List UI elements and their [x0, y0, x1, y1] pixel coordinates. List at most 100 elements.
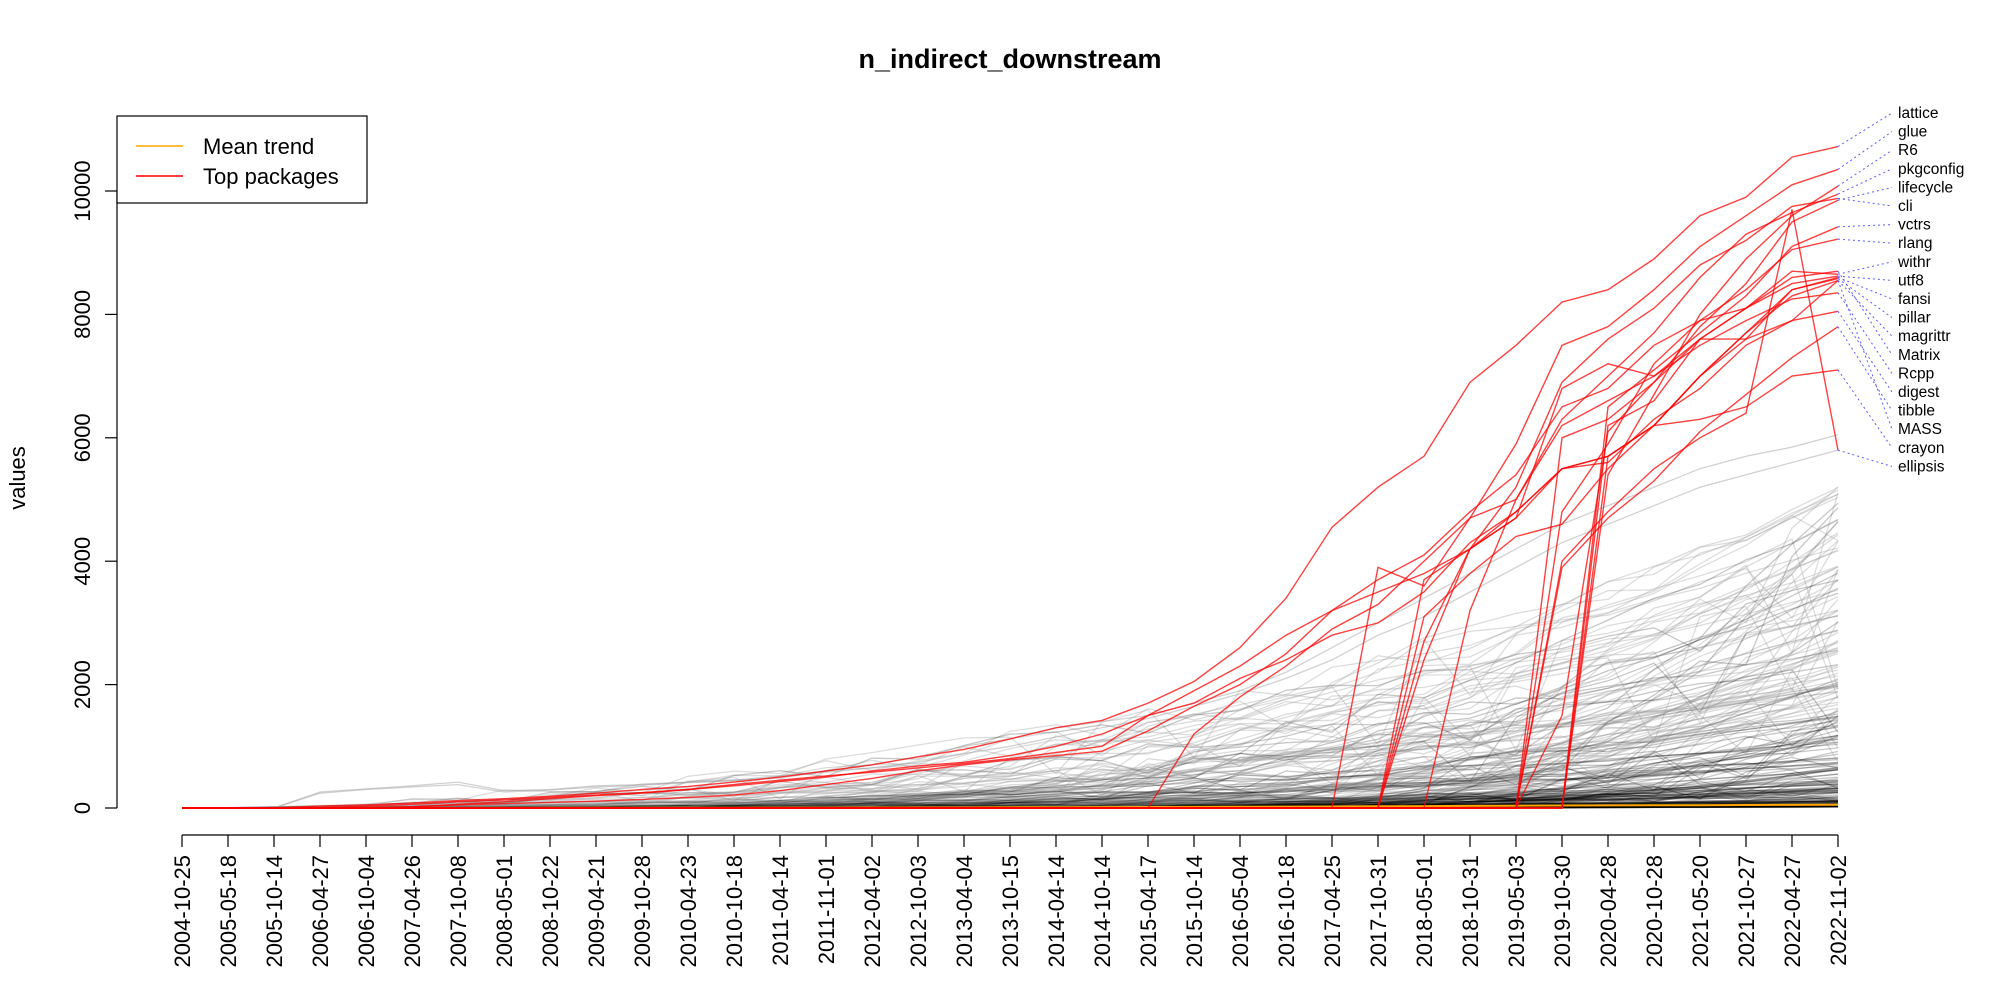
x-tick-label: 2015-04-17: [1136, 855, 1161, 968]
label-connector: [1837, 449, 1893, 467]
series-label-mass: MASS: [1898, 421, 1942, 438]
x-tick-label: 2018-05-01: [1412, 855, 1437, 968]
series-label-lattice: lattice: [1898, 105, 1939, 122]
y-axis-label: values: [5, 446, 30, 510]
label-connector: [1837, 275, 1893, 281]
background-series-line: [182, 741, 1839, 809]
y-tick-label: 6000: [70, 413, 95, 462]
y-tick-label: 4000: [70, 537, 95, 586]
y-tick-label: 0: [70, 802, 95, 814]
legend-mean-label: Mean trend: [203, 134, 314, 159]
label-connector: [1837, 112, 1893, 148]
x-tick-label: 2017-04-25: [1320, 855, 1345, 968]
x-tick-label: 2005-10-14: [262, 855, 287, 968]
x-tick-label: 2012-10-03: [906, 855, 931, 968]
background-series-line: [182, 701, 1839, 809]
x-tick-label: 2006-04-27: [308, 855, 333, 968]
x-tick-label: 2022-04-27: [1780, 855, 1805, 968]
x-tick-label: 2007-10-08: [446, 855, 471, 968]
x-tick-label: 2022-11-02: [1826, 855, 1851, 966]
x-tick-label: 2021-05-20: [1688, 855, 1713, 968]
label-connector: [1837, 292, 1893, 374]
x-tick-label: 2004-10-25: [170, 855, 195, 968]
series-label-fansi: fansi: [1898, 291, 1931, 308]
x-tick-label: 2020-04-28: [1596, 855, 1621, 968]
background-series-line: [182, 757, 1839, 809]
label-connector: [1837, 326, 1893, 411]
series-label-r6: R6: [1898, 142, 1918, 159]
x-tick-label: 2018-10-31: [1458, 855, 1483, 968]
background-series-line: [182, 685, 1839, 809]
label-connector: [1837, 369, 1893, 449]
x-tick-label: 2013-10-15: [998, 855, 1023, 968]
top-package-lines: [182, 145, 1839, 809]
series-label-rlang: rlang: [1898, 235, 1932, 252]
x-tick-label: 2008-10-22: [538, 855, 563, 968]
series-label-rcpp: Rcpp: [1898, 365, 1934, 382]
y-tick-label: 10000: [70, 160, 95, 221]
x-tick-label: 2009-10-28: [630, 855, 655, 968]
background-series-line: [182, 449, 1839, 809]
x-tick-label: 2010-04-23: [676, 855, 701, 968]
series-line-ellipsis: [182, 209, 1839, 809]
series-line-mass: [182, 279, 1839, 809]
series-label-withr: withr: [1897, 254, 1931, 271]
x-tick-label: 2016-05-04: [1228, 855, 1253, 968]
label-connector: [1837, 186, 1893, 201]
legend: Mean trend Top packages: [116, 115, 368, 204]
label-connector: [1837, 131, 1893, 170]
x-tick-label: 2017-10-31: [1366, 855, 1391, 968]
label-connector: [1837, 261, 1893, 275]
series-label-utf8: utf8: [1898, 272, 1924, 289]
x-tick-label: 2011-11-01: [814, 855, 839, 964]
chart-title: n_indirect_downstream: [858, 44, 1161, 74]
series-label-lifecycle: lifecycle: [1898, 179, 1953, 196]
x-tick-label: 2006-10-04: [354, 855, 379, 968]
y-axis: 0 2000 4000 6000 8000 10000: [70, 160, 118, 814]
background-series-line: [181, 579, 1839, 809]
x-tick-label: 2013-04-04: [952, 855, 977, 968]
label-connector: [1837, 270, 1893, 356]
background-series-line: [181, 743, 1839, 809]
series-label-digest: digest: [1898, 384, 1940, 401]
x-tick-label: 2008-05-01: [492, 855, 517, 968]
series-label-glue: glue: [1898, 124, 1927, 141]
x-tick-label: 2009-04-21: [584, 855, 609, 968]
x-tick-label: 2019-10-30: [1550, 855, 1575, 968]
series-line-lattice: [182, 145, 1839, 809]
x-tick-label: 2010-10-18: [722, 855, 747, 968]
legend-top-label: Top packages: [203, 164, 339, 189]
y-tick-label: 2000: [70, 660, 95, 709]
x-tick-label: 2015-10-14: [1182, 855, 1207, 968]
x-tick-label: 2007-04-26: [400, 855, 425, 968]
series-line-digest: [182, 310, 1839, 809]
label-connector: [1837, 197, 1893, 207]
series-label-magrittr: magrittr: [1898, 328, 1951, 345]
label-connector: [1837, 224, 1893, 228]
x-tick-label: 2012-04-02: [860, 855, 885, 968]
x-tick-label: 2019-05-03: [1504, 855, 1529, 968]
label-connector: [1837, 280, 1893, 430]
label-connector: [1837, 238, 1893, 244]
x-tick-label: 2014-04-14: [1044, 855, 1069, 968]
x-tick-label: 2016-10-18: [1274, 855, 1299, 968]
x-tick-label: 2005-05-18: [216, 855, 241, 968]
y-tick-label: 8000: [70, 290, 95, 339]
x-tick-label: 2011-04-14: [768, 855, 793, 966]
x-tick-label: 2014-10-14: [1090, 855, 1115, 968]
series-label-crayon: crayon: [1898, 440, 1945, 457]
series-label-tibble: tibble: [1898, 403, 1935, 420]
series-label-ellipsis: ellipsis: [1898, 458, 1945, 475]
legend-box: [116, 115, 368, 204]
series-label-vctrs: vctrs: [1898, 217, 1931, 234]
label-connector: [1837, 311, 1893, 393]
x-tick-label: 2021-10-27: [1734, 855, 1759, 968]
label-connector: [1837, 149, 1893, 187]
series-label-matrix: Matrix: [1898, 347, 1940, 364]
series-label-pkgconfig: pkgconfig: [1898, 161, 1964, 178]
series-label-cli: cli: [1898, 198, 1913, 215]
x-tick-label: 2020-10-28: [1642, 855, 1667, 968]
x-axis: 2004-10-25 2005-05-18 2005-10-14 2006-04-27…: [170, 834, 1851, 968]
